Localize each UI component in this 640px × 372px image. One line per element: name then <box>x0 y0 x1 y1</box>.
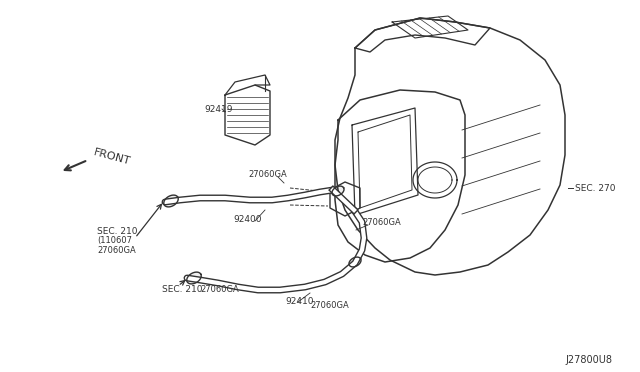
Text: 27060GA: 27060GA <box>97 246 136 254</box>
Polygon shape <box>332 186 344 196</box>
Text: SEC. 270: SEC. 270 <box>575 183 616 192</box>
Text: 27060GA: 27060GA <box>310 301 349 310</box>
Text: SEC. 210: SEC. 210 <box>162 285 202 294</box>
Polygon shape <box>164 195 178 207</box>
Text: 92400: 92400 <box>233 215 262 224</box>
Text: SEC. 210: SEC. 210 <box>97 227 138 235</box>
Text: J27800U8: J27800U8 <box>565 355 612 365</box>
Text: FRONT: FRONT <box>92 147 131 167</box>
Text: (110607: (110607 <box>97 235 132 244</box>
Text: 27060GA: 27060GA <box>248 170 287 179</box>
Polygon shape <box>349 257 361 267</box>
Text: 92419: 92419 <box>204 105 232 113</box>
Polygon shape <box>187 272 201 284</box>
Text: 27060GA: 27060GA <box>200 285 239 295</box>
Text: 92410: 92410 <box>285 298 314 307</box>
Text: 27060GA: 27060GA <box>362 218 401 227</box>
